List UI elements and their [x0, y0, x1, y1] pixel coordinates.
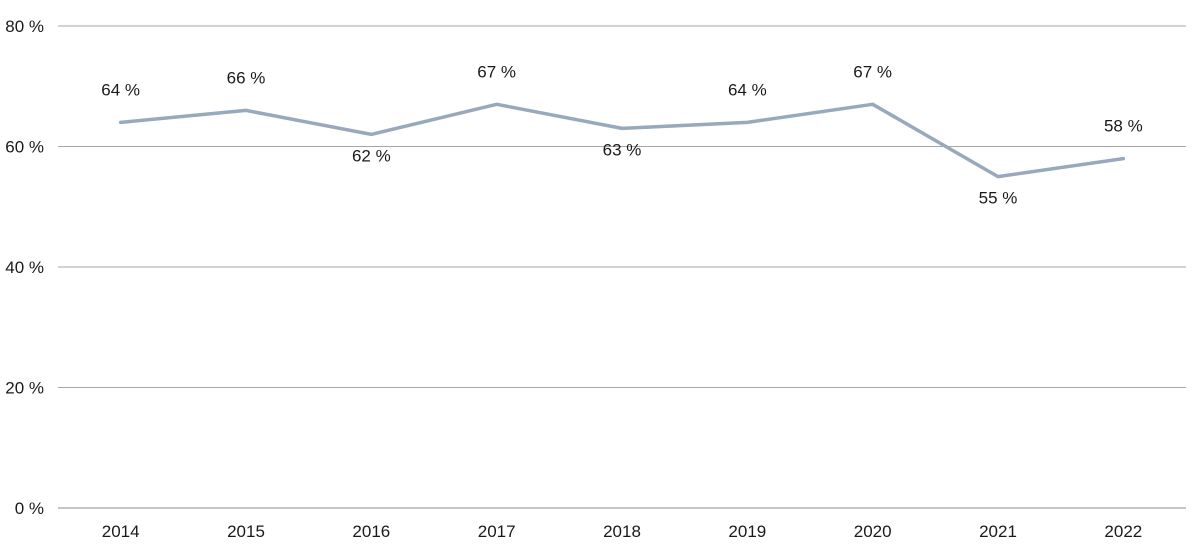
data-label: 62 % [352, 146, 391, 165]
y-tick-label: 20 % [5, 379, 44, 398]
series-layer [118, 102, 1126, 179]
x-tick-label: 2021 [979, 522, 1017, 541]
x-tick-label: 2022 [1104, 522, 1142, 541]
x-tick-label: 2015 [227, 522, 265, 541]
x-tick-label: 2014 [102, 522, 140, 541]
x-tick-label: 2018 [603, 522, 641, 541]
data-label: 67 % [477, 62, 516, 81]
y-tick-label: 0 % [15, 499, 44, 518]
x-tick-label: 2019 [728, 522, 766, 541]
data-label: 58 % [1104, 117, 1143, 136]
y-tick-label: 80 % [5, 17, 44, 36]
series-line [118, 102, 1126, 179]
data-label: 66 % [227, 68, 266, 87]
gridlines [58, 25, 1186, 509]
data-label: 55 % [979, 189, 1018, 208]
y-axis-ticks: 0 % 20 % 40 % 60 % 80 % [5, 17, 44, 518]
data-label: 63 % [603, 140, 642, 159]
x-axis-ticks: 2014 2015 2016 2017 2018 2019 2020 2021 2022 [102, 522, 1142, 541]
data-label: 64 % [728, 80, 767, 99]
data-label: 67 % [853, 62, 892, 81]
x-tick-label: 2016 [352, 522, 390, 541]
y-tick-label: 60 % [5, 138, 44, 157]
x-tick-label: 2017 [478, 522, 516, 541]
x-tick-label: 2020 [854, 522, 892, 541]
data-label: 64 % [101, 80, 140, 99]
y-tick-label: 40 % [5, 258, 44, 277]
data-labels: 64 % 66 % 62 % 67 % 63 % 64 % 67 % 55 % 58 % [101, 62, 1142, 207]
